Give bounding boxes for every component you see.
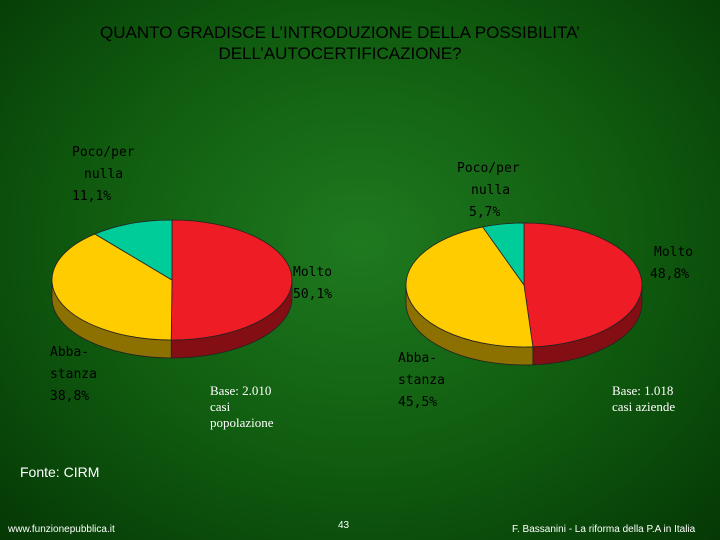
pie1-label-poco: Poco/per nulla 11,1% <box>72 142 135 208</box>
footer-page-number: 43 <box>338 520 350 531</box>
pie1-label-poco-name-1: Poco/per <box>72 145 135 160</box>
title-line-2: DELL’AUTOCERTIFICAZIONE? <box>218 44 462 63</box>
pie-chart-aziende <box>405 222 643 366</box>
title-line-1: QUANTO GRADISCE L’INTRODUZIONE DELLA POS… <box>100 23 580 42</box>
pie1-base-line-1: Base: 2.010 <box>210 383 272 398</box>
pie1-label-molto: Molto 50,1% <box>293 262 332 306</box>
footer-website: www.funzionepubblica.it <box>8 524 115 535</box>
pie2-label-abbastanza: Abba- stanza 45,5% <box>398 348 445 414</box>
pie2-label-poco-name-2: nulla <box>471 183 511 198</box>
pie-chart-popolazione <box>51 219 293 359</box>
pie2-label-poco-name-1: Poco/per <box>457 161 520 176</box>
pie2-label-abbastanza-name-1: Abba- <box>398 351 438 366</box>
pie2-slice-abbastanza <box>405 226 534 348</box>
pie1-label-molto-name: Molto <box>293 265 333 280</box>
pie1-label-poco-value: 11,1% <box>72 189 112 204</box>
footer-author: F. Bassanini - La riforma della P.A in I… <box>512 524 696 535</box>
pie1-label-molto-value: 50,1% <box>293 287 333 302</box>
pie2-slice-poco <box>481 222 525 287</box>
pie1-base: Base: 2.010 casi popolazione <box>210 383 274 431</box>
pie2-base-line-1: Base: 1.018 <box>612 383 674 398</box>
pie2-label-poco: Poco/per nulla 5,7% <box>457 158 520 224</box>
pie1-base-line-2: casi <box>210 399 231 414</box>
pie2-label-abbastanza-name-2: stanza <box>398 373 445 388</box>
pie1-base-line-3: popolazione <box>210 415 274 430</box>
pie2-label-molto-value: 48,8% <box>650 267 690 282</box>
pie1-label-abbastanza-value: 38,8% <box>50 389 90 404</box>
slide-title: QUANTO GRADISCE L’INTRODUZIONE DELLA POS… <box>20 22 660 64</box>
pie1-slice-poco <box>94 219 173 281</box>
pie2-label-poco-value: 5,7% <box>469 205 501 220</box>
pie1-label-abbastanza: Abba- stanza 38,8% <box>50 342 97 408</box>
source-note: Fonte: CIRM <box>20 464 100 480</box>
pie2-slice-molto <box>523 222 643 348</box>
pie1-label-abbastanza-name-2: stanza <box>50 367 97 382</box>
pie1-label-poco-name-2: nulla <box>84 167 124 182</box>
pie2-base-line-2: casi aziende <box>612 399 676 414</box>
pie1-label-abbastanza-name-1: Abba- <box>50 345 90 360</box>
pie2-label-molto: Molto 48,8% <box>650 242 693 286</box>
pie2-label-molto-name: Molto <box>654 245 694 260</box>
pie2-label-abbastanza-value: 45,5% <box>398 395 438 410</box>
pie1-slice-molto <box>170 219 293 341</box>
pie2-base: Base: 1.018 casi aziende <box>612 383 675 415</box>
pie1-slice-abbastanza <box>51 233 173 341</box>
